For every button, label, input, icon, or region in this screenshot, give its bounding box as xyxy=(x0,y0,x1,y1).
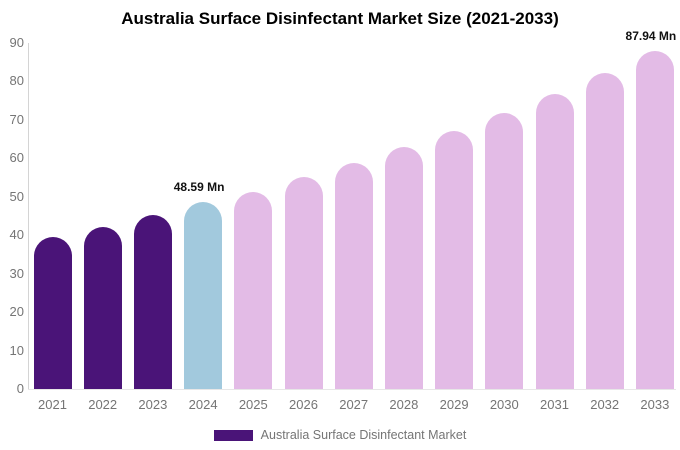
bar-2021[interactable] xyxy=(33,236,72,389)
x-axis-label-2022: 2022 xyxy=(88,397,118,412)
y-axis-tick-label: 70 xyxy=(9,111,24,127)
x-axis-label-2031: 2031 xyxy=(540,397,569,412)
bar-2030[interactable] xyxy=(485,113,524,389)
bar-value-label-2033: 87.94 Mn xyxy=(625,28,677,43)
x-axis-label-2023: 2023 xyxy=(138,397,168,412)
x-axis-line xyxy=(28,389,676,390)
y-axis-tick-label: 20 xyxy=(9,304,24,320)
y-axis-tick-label: 80 xyxy=(9,73,24,89)
bar-2025[interactable] xyxy=(234,191,273,389)
bar-value-label-2024: 48.59 Mn xyxy=(173,180,225,195)
x-axis-label-2027: 2027 xyxy=(339,397,369,412)
bar-2033[interactable] xyxy=(635,50,674,389)
x-axis-label-2032: 2032 xyxy=(590,397,620,412)
bar-2032[interactable] xyxy=(585,73,624,389)
y-axis-tick-label: 60 xyxy=(9,150,24,166)
x-axis-label-2025: 2025 xyxy=(238,397,268,412)
x-axis-label-2021: 2021 xyxy=(38,397,67,412)
bar-2029[interactable] xyxy=(435,131,474,389)
x-axis-label-2030: 2030 xyxy=(489,397,519,412)
bar-2022[interactable] xyxy=(83,227,122,389)
bar-2031[interactable] xyxy=(535,94,574,389)
y-axis-tick-label: 50 xyxy=(9,188,24,204)
bar-2028[interactable] xyxy=(384,147,423,389)
legend-item[interactable]: Australia Surface Disinfectant Market xyxy=(0,426,680,444)
bar-2026[interactable] xyxy=(284,176,323,389)
bar-2024[interactable] xyxy=(184,202,223,389)
x-axis-label-2024: 2024 xyxy=(188,397,218,412)
y-axis-tick-label: 10 xyxy=(9,342,24,358)
bar-2027[interactable] xyxy=(334,163,373,389)
x-axis-label-2029: 2029 xyxy=(439,397,469,412)
legend-swatch-icon xyxy=(213,429,253,441)
y-axis-line xyxy=(28,43,29,390)
y-axis-tick-label: 40 xyxy=(9,227,24,243)
chart-title: Australia Surface Disinfectant Market Si… xyxy=(121,9,559,28)
x-axis-label-2026: 2026 xyxy=(289,397,318,412)
x-axis-label-2028: 2028 xyxy=(389,397,419,412)
y-axis-tick-label: 30 xyxy=(9,265,24,281)
y-axis-tick-label: 90 xyxy=(9,35,24,50)
bar-2023[interactable] xyxy=(133,214,172,389)
x-axis-label-2033: 2033 xyxy=(640,397,670,412)
y-axis-tick-label: 0 xyxy=(16,381,24,396)
legend-label: Australia Surface Disinfectant Market xyxy=(260,428,467,442)
